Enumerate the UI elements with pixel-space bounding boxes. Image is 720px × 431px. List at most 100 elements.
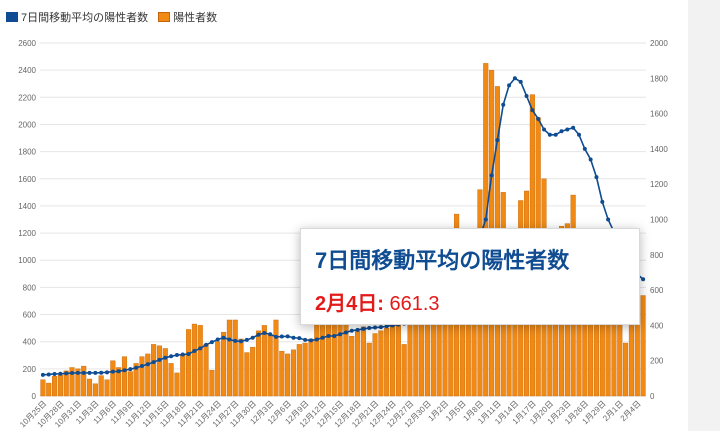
bar[interactable] <box>640 295 646 397</box>
moving-average-point[interactable] <box>250 335 255 340</box>
moving-average-point[interactable] <box>116 369 121 374</box>
bar[interactable] <box>366 342 372 397</box>
legend-label-positive-count[interactable]: 陽性者数 <box>173 12 218 24</box>
bar[interactable] <box>623 342 629 397</box>
bar[interactable] <box>139 356 145 397</box>
bar[interactable] <box>349 336 355 397</box>
bar[interactable] <box>127 371 133 397</box>
bar[interactable] <box>209 370 215 397</box>
moving-average-point[interactable] <box>308 338 313 343</box>
bar[interactable] <box>378 330 384 397</box>
bar[interactable] <box>197 325 203 397</box>
moving-average-point[interactable] <box>244 337 249 342</box>
moving-average-point[interactable] <box>297 336 302 341</box>
moving-average-point[interactable] <box>145 362 150 367</box>
moving-average-point[interactable] <box>367 326 372 331</box>
moving-average-point[interactable] <box>378 325 383 330</box>
bar[interactable] <box>360 326 366 397</box>
moving-average-point[interactable] <box>128 367 133 372</box>
bar[interactable] <box>337 314 343 397</box>
moving-average-point[interactable] <box>279 334 284 339</box>
bar[interactable] <box>104 379 110 397</box>
moving-average-point[interactable] <box>314 337 319 342</box>
moving-average-point[interactable] <box>373 325 378 330</box>
bar[interactable] <box>221 331 227 397</box>
moving-average-point[interactable] <box>320 335 325 340</box>
bar[interactable] <box>389 319 396 397</box>
moving-average-point[interactable] <box>571 125 576 130</box>
moving-average-point[interactable] <box>495 138 500 143</box>
bar[interactable] <box>308 338 314 397</box>
moving-average-point[interactable] <box>338 332 343 337</box>
moving-average-point[interactable] <box>349 328 354 333</box>
moving-average-point[interactable] <box>93 370 98 375</box>
moving-average-point[interactable] <box>582 146 587 151</box>
bar[interactable] <box>69 367 75 397</box>
moving-average-point[interactable] <box>303 337 308 342</box>
bar[interactable] <box>273 319 279 397</box>
bar[interactable] <box>232 319 238 397</box>
moving-average-point[interactable] <box>594 175 599 180</box>
moving-average-point[interactable] <box>501 102 506 107</box>
bar[interactable] <box>325 312 331 397</box>
bar[interactable] <box>302 342 308 397</box>
bar[interactable] <box>145 353 151 397</box>
moving-average-point[interactable] <box>507 83 512 88</box>
bar[interactable] <box>250 346 256 397</box>
moving-average-point[interactable] <box>542 127 547 132</box>
moving-average-point[interactable] <box>524 93 529 98</box>
moving-average-point[interactable] <box>384 324 389 329</box>
moving-average-point[interactable] <box>70 371 75 376</box>
bar[interactable] <box>75 368 81 397</box>
bar[interactable] <box>116 367 122 397</box>
bar[interactable] <box>98 375 104 397</box>
moving-average-point[interactable] <box>215 337 220 342</box>
bar[interactable] <box>203 344 209 397</box>
moving-average-point[interactable] <box>46 372 51 377</box>
moving-average-point[interactable] <box>565 127 570 132</box>
bar[interactable] <box>52 376 58 397</box>
moving-average-point[interactable] <box>606 217 611 222</box>
bar[interactable] <box>121 356 128 397</box>
bar[interactable] <box>384 327 390 397</box>
moving-average-point[interactable] <box>64 371 69 376</box>
bar[interactable] <box>133 363 139 397</box>
moving-average-point[interactable] <box>518 79 523 84</box>
moving-average-point[interactable] <box>588 157 593 162</box>
moving-average-point[interactable] <box>186 351 191 356</box>
legend-swatch-positive-count[interactable] <box>158 12 171 22</box>
page-scrollbar[interactable] <box>688 0 720 431</box>
bar[interactable] <box>255 330 262 397</box>
moving-average-point[interactable] <box>559 129 564 134</box>
bar[interactable] <box>320 325 326 397</box>
bar[interactable] <box>238 338 244 397</box>
moving-average-point[interactable] <box>40 372 45 377</box>
moving-average-point[interactable] <box>192 348 197 353</box>
bar[interactable] <box>156 345 162 397</box>
bar[interactable] <box>611 314 617 397</box>
bar[interactable] <box>279 350 285 397</box>
bar[interactable] <box>226 319 232 397</box>
moving-average-point[interactable] <box>547 132 552 137</box>
bar[interactable] <box>628 325 634 397</box>
bar[interactable] <box>261 325 267 397</box>
moving-average-point[interactable] <box>536 116 541 121</box>
moving-average-point[interactable] <box>221 335 226 340</box>
bar[interactable] <box>617 319 623 397</box>
bar[interactable] <box>92 383 98 397</box>
moving-average-point[interactable] <box>163 355 168 360</box>
bar[interactable] <box>46 382 52 397</box>
bar[interactable] <box>290 349 297 397</box>
bar[interactable] <box>244 352 250 397</box>
bar[interactable] <box>110 360 116 397</box>
moving-average-point[interactable] <box>553 132 558 137</box>
moving-average-point[interactable] <box>483 217 488 222</box>
moving-average-point[interactable] <box>110 369 115 374</box>
moving-average-point[interactable] <box>151 360 156 365</box>
moving-average-point[interactable] <box>139 363 144 368</box>
moving-average-point[interactable] <box>58 371 63 376</box>
moving-average-point[interactable] <box>355 327 360 332</box>
moving-average-point[interactable] <box>291 335 296 340</box>
bar[interactable] <box>191 323 197 397</box>
bar[interactable] <box>413 317 419 397</box>
